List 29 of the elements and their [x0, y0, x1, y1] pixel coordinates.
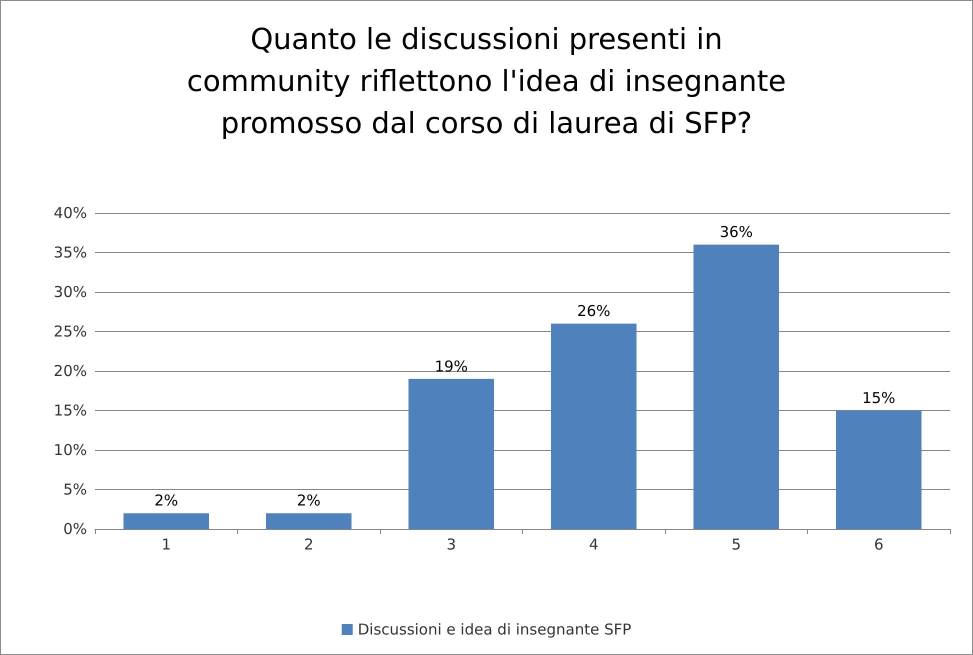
bar	[836, 410, 922, 529]
bar	[694, 244, 779, 529]
x-tick-label: 1	[161, 536, 172, 554]
legend-label: Discussioni e idea di insegnante SFP	[358, 620, 632, 638]
y-tick-label: 5%	[63, 480, 87, 498]
bar	[408, 378, 494, 529]
data-label: 2%	[296, 492, 321, 510]
x-tick-label: 5	[731, 536, 742, 554]
y-tick-label: 40%	[54, 204, 87, 222]
x-tick-label: 6	[874, 536, 884, 554]
data-label: 15%	[862, 389, 896, 407]
y-tick-label: 20%	[54, 362, 87, 380]
data-label: 26%	[577, 302, 610, 320]
bar	[124, 513, 209, 529]
y-tick-label: 25%	[54, 322, 87, 340]
y-tick-label: 30%	[54, 283, 87, 301]
y-tick-label: 35%	[54, 244, 87, 262]
x-tick-label: 4	[588, 536, 599, 554]
y-tick-label: 10%	[54, 441, 87, 459]
bar	[266, 513, 352, 529]
data-label: 36%	[720, 223, 753, 242]
x-tick-label: 3	[446, 536, 456, 554]
x-tick-label: 2	[304, 536, 314, 554]
y-tick-label: 0%	[63, 520, 87, 538]
data-label: 19%	[434, 357, 468, 376]
bar	[551, 324, 636, 529]
data-label: 2%	[154, 492, 178, 510]
chart-title: Quanto le discussioni presenti in community riflettono l'idea di insegnante promosso dal corso di laurea di SFP?	[186, 22, 786, 140]
y-tick-label: 15%	[54, 402, 87, 420]
